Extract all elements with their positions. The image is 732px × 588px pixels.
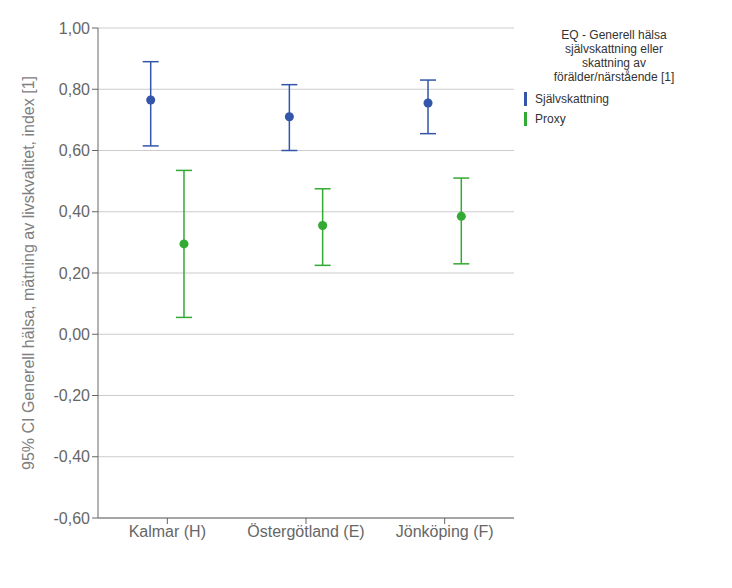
svg-text:1,00: 1,00 xyxy=(59,20,90,37)
svg-text:-0,60: -0,60 xyxy=(54,510,91,527)
html-text:Självskattning: Självskattning xyxy=(535,92,609,106)
svg-text:0,40: 0,40 xyxy=(59,203,90,220)
svg-text:-0,20: -0,20 xyxy=(54,387,91,404)
html-text:självskattning eller: självskattning eller xyxy=(565,42,663,56)
svg-text:Östergötland (E): Östergötland (E) xyxy=(247,523,364,540)
svg-text:Kalmar (H): Kalmar (H) xyxy=(129,523,206,540)
svg-text:-0,40: -0,40 xyxy=(54,448,91,465)
svg-text:0,00: 0,00 xyxy=(59,326,90,343)
html-text:Proxy: Proxy xyxy=(535,112,566,126)
svg-text:95% CI Generell hälsa, mätning: 95% CI Generell hälsa, mätning av livskv… xyxy=(20,76,37,470)
svg-text:0,60: 0,60 xyxy=(59,142,90,159)
svg-text:0,80: 0,80 xyxy=(59,81,90,98)
svg-text:0,20: 0,20 xyxy=(59,265,90,282)
html-text:EQ - Generell hälsa: EQ - Generell hälsa xyxy=(561,28,667,42)
html-text:skattning av: skattning av xyxy=(582,56,646,70)
html-text:förälder/närstående [1]: förälder/närstående [1] xyxy=(553,70,675,84)
svg-text:Jönköping (F): Jönköping (F) xyxy=(396,523,494,540)
